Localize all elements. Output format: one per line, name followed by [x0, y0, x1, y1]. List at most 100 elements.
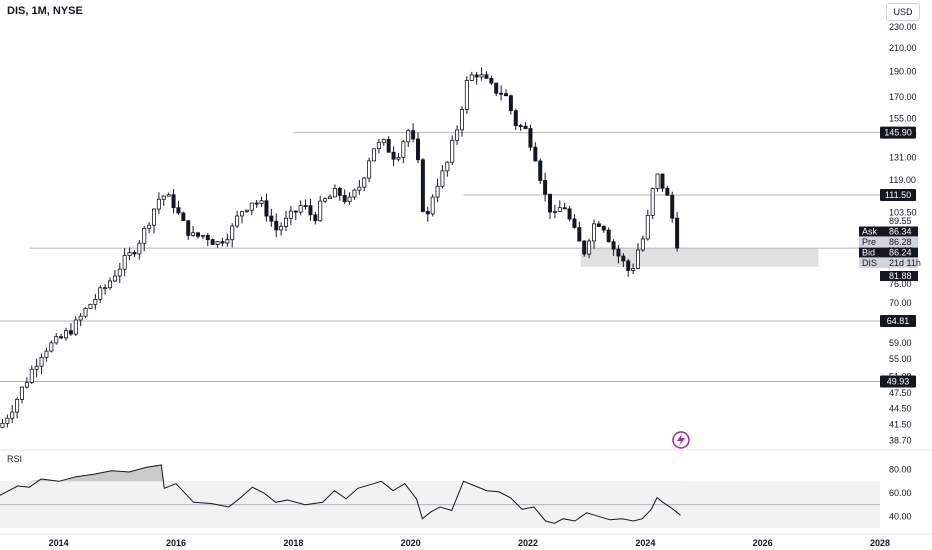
candle-body: [29, 368, 34, 383]
year-tick-label: 2028: [870, 538, 890, 548]
candle-body: [548, 193, 553, 213]
time-axis[interactable]: 2014 2016 2018 2020 2022 2024 2026 2028: [0, 533, 932, 548]
candle-body: [313, 214, 318, 222]
candle-body: [64, 330, 69, 339]
price-tag-key: [859, 258, 881, 268]
candle-body: [147, 224, 152, 229]
candle-body: [499, 92, 504, 95]
year-tick-label: 2026: [753, 538, 773, 548]
candle-body: [675, 217, 680, 249]
price-tag-value-label: 86.34: [889, 227, 912, 237]
candle-body: [445, 161, 450, 172]
candle-body: [367, 160, 372, 179]
price-tick-label: 44.50: [889, 403, 912, 413]
candle-body: [660, 173, 665, 189]
price-tag-value-label: 86.24: [889, 248, 912, 258]
price-tick-label: 131.00: [889, 153, 917, 163]
year-tick-label: 2022: [518, 538, 538, 548]
candle-body: [645, 214, 650, 240]
price-tag-value: [880, 237, 918, 247]
price-tick-label: 103.50: [889, 207, 917, 217]
candle-body: [34, 365, 39, 370]
candle-body: [176, 207, 181, 214]
candle-body: [601, 226, 606, 231]
candle-body: [151, 208, 156, 226]
price-tag-key: [859, 237, 881, 247]
price-tag-key-label: Pre: [862, 237, 876, 247]
price-tags: 145.90 111.50 64.81 49.93 89.55 Ask 86.34 Pre 86…: [859, 126, 921, 388]
candle-body: [484, 74, 489, 79]
level-badge-label: 145.90: [884, 128, 912, 138]
candle-body: [469, 74, 474, 81]
candle-body: [264, 200, 269, 217]
candle-body: [455, 129, 460, 141]
candle-body: [342, 195, 347, 203]
candle-body: [479, 74, 484, 78]
price-tag-value: [880, 216, 918, 226]
candle-body: [665, 187, 670, 196]
candle-body: [435, 185, 440, 198]
candle-body: [323, 198, 328, 202]
candle-body: [362, 177, 367, 188]
lightning-icon[interactable]: [672, 431, 690, 449]
candle-body: [108, 280, 113, 289]
candle-body: [78, 315, 83, 321]
candlestick-series: [0, 67, 680, 429]
candle-body: [44, 350, 49, 358]
candle-body: [103, 287, 108, 290]
candle-body: [19, 386, 24, 400]
candle-body: [401, 141, 406, 158]
price-tag-key-label: Ask: [862, 227, 878, 237]
rsi-label: RSI: [7, 454, 23, 464]
candle-body: [215, 241, 220, 245]
price-tag-value-label: 81.88: [889, 271, 912, 281]
candle-body: [386, 139, 391, 153]
year-tick-label: 2016: [166, 538, 186, 548]
level-badge: [880, 375, 916, 388]
candle-body: [279, 226, 284, 231]
price-tag-value: [880, 258, 918, 268]
candle-body: [587, 240, 592, 255]
year-tick-label: 2024: [635, 538, 655, 548]
candle-body: [503, 93, 508, 97]
price-tick-label: 170.00: [889, 92, 917, 102]
lightning-icon-bolt: [677, 434, 685, 446]
price-tag-value-label: 21d 11h: [889, 258, 921, 268]
candle-body: [562, 207, 567, 210]
candle-body: [112, 275, 117, 282]
candle-body: [303, 205, 308, 207]
candle-body: [39, 356, 44, 367]
price-tick-label: 190.00: [889, 66, 917, 76]
candle-body: [49, 342, 54, 352]
currency-button[interactable]: USD: [886, 3, 920, 21]
price-tick-label: 38.70: [889, 436, 912, 446]
support-zone: [580, 248, 819, 267]
level-badge-label: 49.93: [887, 377, 910, 387]
year-tick-label: 2020: [401, 538, 421, 548]
candle-body: [161, 195, 166, 200]
rsi-tick-label: 80.00: [889, 465, 912, 475]
rsi-tick-label: 60.00: [889, 488, 912, 498]
candle-body: [670, 194, 675, 219]
candle-body: [538, 160, 543, 181]
level-badge: [880, 126, 916, 139]
price-tick-label: 155.00: [889, 114, 917, 124]
price-tag-key-label: Bid: [862, 248, 875, 258]
candle-body: [10, 411, 15, 419]
candle-body: [235, 215, 240, 227]
candle-body: [15, 399, 20, 413]
candle-body: [650, 188, 655, 216]
candle-body: [533, 146, 538, 162]
candle-body: [474, 74, 479, 78]
candle-body: [122, 255, 127, 270]
candle-body: [513, 110, 518, 126]
candle-body: [220, 241, 225, 244]
candle-body: [528, 128, 533, 148]
candle-body: [195, 232, 200, 237]
candle-body: [269, 215, 274, 222]
level-badge-label: 64.81: [887, 316, 910, 326]
candle-body: [171, 194, 176, 209]
candle-body: [523, 125, 528, 129]
candle-body: [567, 208, 572, 220]
